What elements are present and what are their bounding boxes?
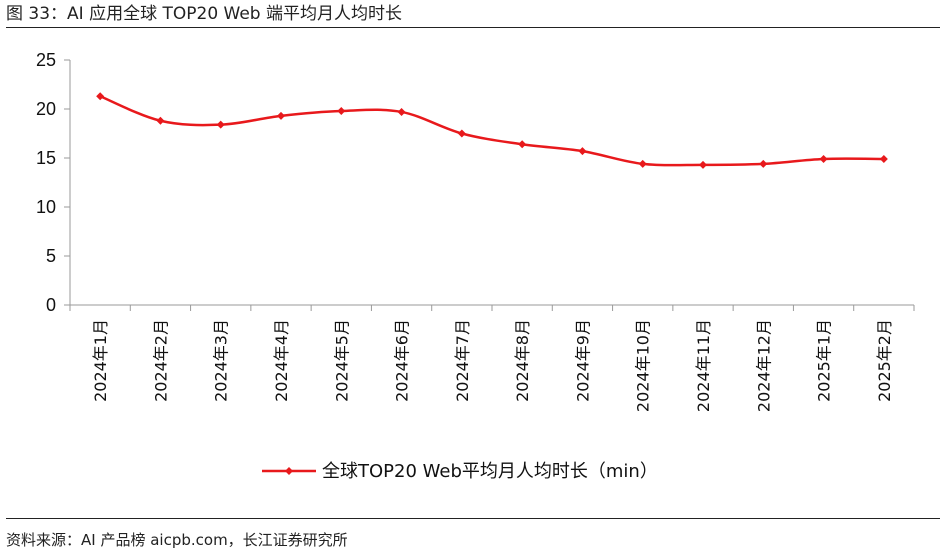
x-axis: 2024年1月 2024年2月 2024年3月 2024年4月 2024年5月 2024年… <box>69 304 915 412</box>
data-point <box>337 106 346 115</box>
legend-label: 全球TOP20 Web平均月人均时长（min） <box>322 461 658 482</box>
x-tick-label: 2024年2月 <box>151 319 170 402</box>
figure-title: 图 33：AI 应用全球 TOP20 Web 端平均月人均时长 <box>6 4 403 24</box>
data-point <box>277 111 285 120</box>
legend: 全球TOP20 Web平均月人均时长（min） <box>262 461 658 482</box>
x-tick-label: 2024年5月 <box>332 319 351 402</box>
y-tick-label: 5 <box>46 246 56 266</box>
title-divider <box>6 27 940 28</box>
data-point <box>699 160 707 169</box>
data-point <box>578 147 587 156</box>
data-point <box>759 159 768 168</box>
plot-area <box>96 92 888 169</box>
x-tick-label: 2024年11月 <box>694 319 713 412</box>
data-point <box>518 140 527 149</box>
x-tick-label: 2025年2月 <box>875 319 894 402</box>
data-point <box>638 159 647 168</box>
x-tick-label: 2024年9月 <box>573 319 592 402</box>
source-divider <box>6 518 940 519</box>
y-tick-label: 10 <box>36 197 56 217</box>
x-tick-label: 2024年4月 <box>272 319 291 402</box>
data-point <box>879 154 888 163</box>
x-tick-label: 2024年6月 <box>393 319 412 402</box>
y-tick-label: 20 <box>36 99 56 119</box>
x-tick-label: 2024年12月 <box>754 319 773 412</box>
data-point <box>216 120 225 129</box>
y-tick-label: 15 <box>36 148 56 168</box>
source-note: 资料来源：AI 产品榜 aicpb.com，长江证券研究所 <box>6 531 348 549</box>
y-axis: 0 5 10 15 20 25 <box>36 50 71 315</box>
x-tick-label: 2024年8月 <box>513 319 532 402</box>
x-tick-label: 2025年1月 <box>815 319 834 402</box>
x-tick-label: 2024年10月 <box>634 319 653 412</box>
data-point <box>819 154 828 163</box>
data-point <box>96 92 105 101</box>
y-tick-label: 0 <box>46 295 56 315</box>
x-tick-label: 2024年1月 <box>91 319 110 402</box>
series-line <box>99 95 884 167</box>
x-tick-label: 2024年3月 <box>212 319 231 402</box>
data-point <box>156 116 165 125</box>
data-point <box>397 107 406 116</box>
x-tick-label: 2024年7月 <box>453 319 472 402</box>
legend-marker <box>285 467 293 475</box>
data-point <box>457 129 466 138</box>
y-tick-label: 25 <box>36 50 56 70</box>
